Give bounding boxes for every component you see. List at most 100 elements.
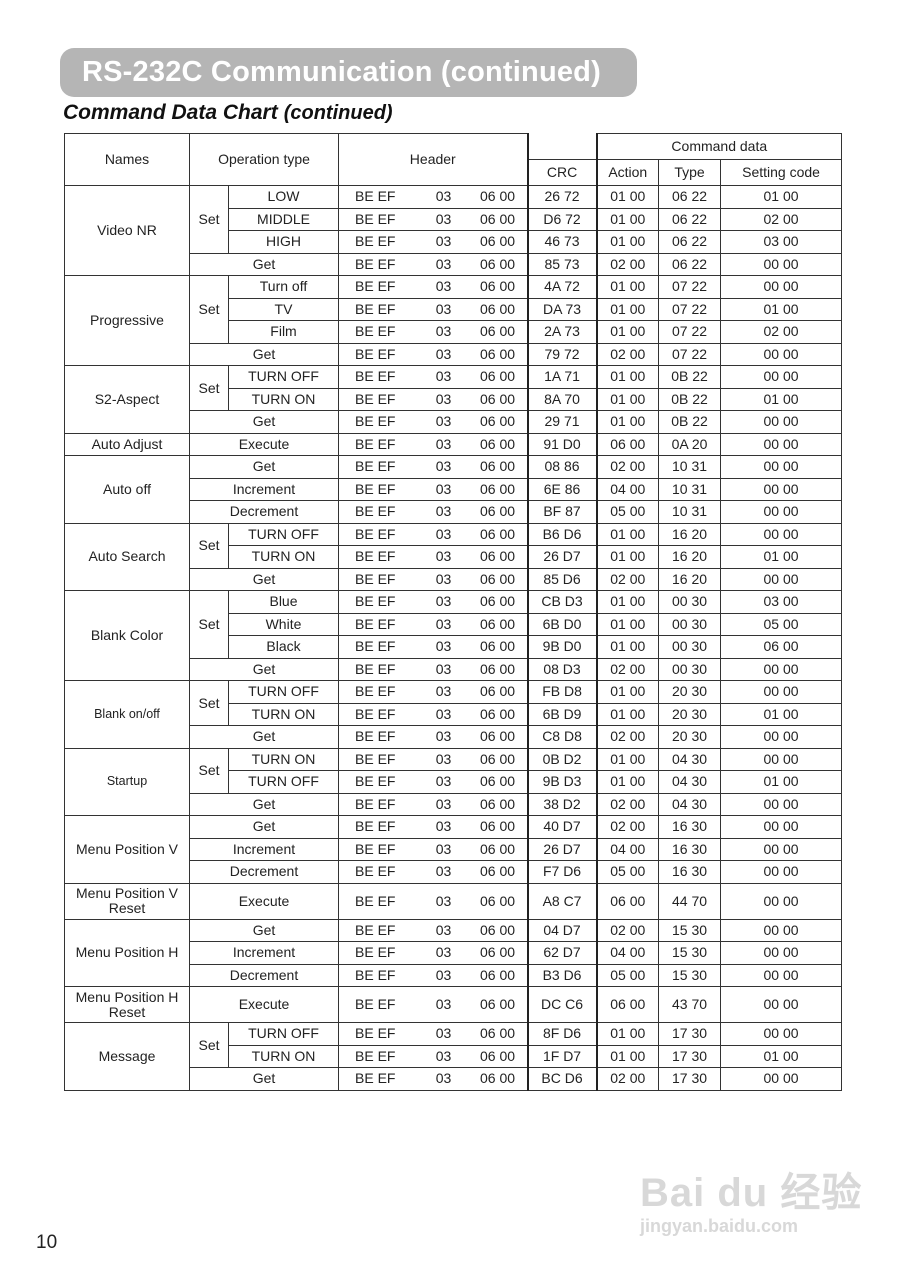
table-row: Film BE EF 03 06 00 2A 73 01 00 07 22 02 00	[65, 320, 843, 344]
table-row: Decrement BE EF 03 06 00 F7 D6 05 00 16 30 00 0…	[65, 860, 843, 884]
table-row: MIDDLE BE EF 03 06 00 D6 72 01 00 06 22 02 00	[65, 207, 843, 231]
table-row: Blank on/off Set TURN OFF BE EF 03 06 00 FB D8…	[64, 680, 843, 749]
header-byte-3: 06 00	[468, 297, 529, 321]
header-byte-3: 06 00	[468, 387, 529, 411]
type-value: 15 30	[658, 941, 722, 965]
command-name: Message	[64, 1022, 190, 1091]
setting-code-value: 01 00	[720, 387, 843, 411]
type-value: 0B 22	[658, 387, 722, 411]
type-value: 16 30	[658, 860, 722, 884]
header-byte-3: 06 00	[468, 986, 529, 1023]
header-byte-3: 06 00	[468, 612, 529, 636]
type-value: 16 20	[658, 567, 722, 591]
crc-value: 08 86	[526, 455, 598, 479]
action-value: 01 00	[595, 410, 660, 434]
type-value: 17 30	[658, 1022, 722, 1046]
crc-value: 26 D7	[526, 545, 598, 569]
operation-value: TURN OFF	[228, 680, 339, 704]
crc-value: BF 87	[526, 500, 598, 524]
action-value: 01 00	[595, 590, 660, 614]
setting-code-value: 00 00	[720, 1022, 843, 1046]
operation-value: LOW	[228, 185, 339, 209]
header-byte-2: 03	[418, 963, 469, 987]
action-value: 01 00	[595, 522, 660, 546]
table-row: TURN ON BE EF 03 06 00 1F D7 01 00 17 30 01 00	[65, 1044, 843, 1068]
header-byte-1: BE EF	[338, 365, 419, 389]
type-value: 20 30	[658, 702, 722, 726]
action-value: 01 00	[595, 387, 660, 411]
type-value: 16 20	[658, 545, 722, 569]
header-byte-3: 06 00	[468, 1044, 529, 1068]
header-byte-2: 03	[418, 207, 469, 231]
setting-code-value: 00 00	[720, 500, 843, 524]
header-byte-3: 06 00	[468, 837, 529, 861]
header-byte-1: BE EF	[338, 1067, 419, 1091]
crc-value: FB D8	[526, 680, 598, 704]
action-value: 05 00	[595, 860, 660, 884]
setting-code-value: 00 00	[720, 455, 843, 479]
table-row: TURN ON BE EF 03 06 00 26 D7 01 00 16 20 01 00	[65, 545, 843, 569]
crc-value: 6E 86	[526, 477, 598, 501]
action-value: 02 00	[595, 455, 660, 479]
header-byte-2: 03	[418, 297, 469, 321]
crc-value: 8A 70	[526, 387, 598, 411]
operation-value: TV	[228, 297, 339, 321]
action-value: 04 00	[595, 837, 660, 861]
setting-code-value: 06 00	[720, 635, 843, 659]
header-byte-1: BE EF	[338, 252, 419, 276]
crc-value: 79 72	[526, 342, 598, 366]
header-byte-1: BE EF	[338, 747, 419, 771]
type-value: 00 30	[658, 657, 722, 681]
header-byte-1: BE EF	[338, 207, 419, 231]
operation-value: MIDDLE	[228, 207, 339, 231]
operation-value: TURN OFF	[228, 770, 339, 794]
header-byte-3: 06 00	[468, 770, 529, 794]
header-action: Action	[595, 159, 660, 186]
setting-code-value: 03 00	[720, 590, 843, 614]
header-byte-3: 06 00	[468, 410, 529, 434]
type-value: 04 30	[658, 747, 722, 771]
setting-code-value: 00 00	[720, 275, 843, 299]
setting-code-value: 01 00	[720, 185, 843, 209]
header-byte-3: 06 00	[468, 477, 529, 501]
crc-value: 1A 71	[526, 365, 598, 389]
header-byte-2: 03	[418, 882, 469, 920]
action-value: 04 00	[595, 941, 660, 965]
operation-type: Get	[189, 342, 339, 366]
action-value: 01 00	[595, 185, 660, 209]
operation-value: Turn off	[228, 275, 339, 299]
operation-type: Increment	[189, 837, 339, 861]
crc-value: 40 D7	[526, 815, 598, 839]
header-byte-2: 03	[418, 387, 469, 411]
header-byte-1: BE EF	[338, 297, 419, 321]
header-byte-2: 03	[418, 365, 469, 389]
header-byte-2: 03	[418, 500, 469, 524]
table-row: Menu Position H Get BE EF 03 06 00 04 D7 02 00…	[64, 918, 843, 987]
action-value: 06 00	[595, 986, 660, 1023]
header-byte-3: 06 00	[468, 365, 529, 389]
crc-value: 04 D7	[526, 918, 598, 942]
header-byte-1: BE EF	[338, 792, 419, 816]
header-byte-1: BE EF	[338, 342, 419, 366]
setting-code-value: 03 00	[720, 230, 843, 254]
crc-value: 4A 72	[526, 275, 598, 299]
crc-value: B6 D6	[526, 522, 598, 546]
type-value: 04 30	[658, 792, 722, 816]
operation-type: Get	[189, 657, 339, 681]
set-label: Set	[189, 365, 229, 411]
header-byte-3: 06 00	[468, 230, 529, 254]
header-byte-1: BE EF	[338, 320, 419, 344]
header-byte-3: 06 00	[468, 792, 529, 816]
type-value: 16 20	[658, 522, 722, 546]
type-value: 06 22	[658, 252, 722, 276]
header-byte-3: 06 00	[468, 702, 529, 726]
header-byte-1: BE EF	[338, 918, 419, 942]
setting-code-value: 00 00	[720, 567, 843, 591]
crc-value: 9B D0	[526, 635, 598, 659]
type-value: 00 30	[658, 612, 722, 636]
table-row: Auto Adjust Execute BE EF 03 06 00 91 D0 06 00…	[64, 432, 843, 456]
table-row: Menu Position H Reset Execute BE EF 03 06 00…	[64, 986, 843, 1023]
action-value: 02 00	[595, 815, 660, 839]
setting-code-value: 00 00	[720, 522, 843, 546]
action-value: 02 00	[595, 567, 660, 591]
